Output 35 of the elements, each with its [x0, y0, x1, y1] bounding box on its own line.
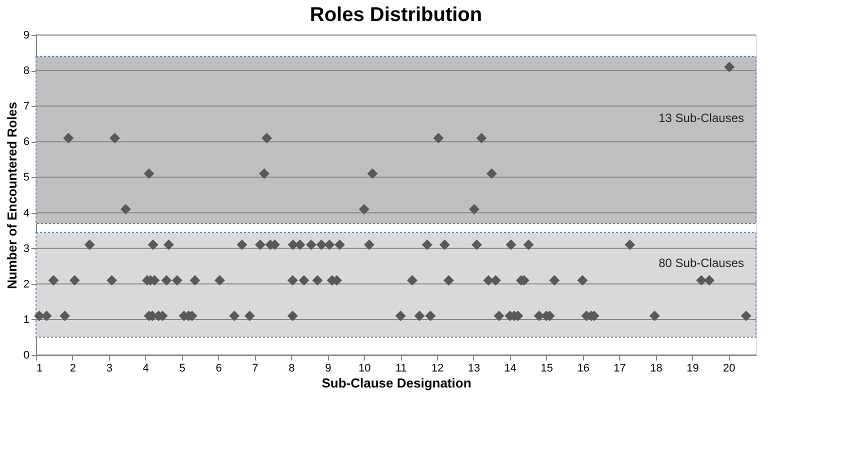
y-tick-label: 3	[23, 242, 30, 255]
x-tick-label: 2	[70, 362, 76, 374]
y-tick-label: 0	[23, 350, 30, 362]
x-tick-label: 1	[36, 362, 43, 374]
y-tick-label: 2	[23, 278, 30, 290]
band-label: 13 Sub-Clauses	[658, 110, 744, 125]
x-tick-label: 10	[358, 362, 371, 374]
x-tick-label: 9	[325, 362, 332, 374]
y-axis-title: Number of Encountered Roles	[4, 102, 20, 290]
x-tick-label: 16	[577, 362, 590, 374]
x-tick-label: 4	[142, 362, 149, 374]
x-tick-label: 17	[614, 362, 626, 374]
y-tick-label: 4	[23, 207, 30, 220]
y-tick-label: 9	[23, 30, 30, 42]
x-tick-label: 5	[179, 362, 186, 374]
x-tick-label: 20	[723, 362, 736, 374]
x-axis-title: Sub-Clause Designation	[322, 376, 472, 390]
x-tick-label: 8	[288, 362, 295, 374]
x-tick-label: 11	[395, 362, 407, 374]
y-tick-label: 6	[23, 136, 30, 148]
x-tick-label: 19	[686, 362, 699, 374]
band-label: 80 Sub-Clauses	[658, 256, 744, 270]
x-tick-label: 13	[468, 362, 480, 374]
y-tick-label: 7	[23, 100, 30, 113]
x-tick-label: 14	[504, 362, 517, 374]
x-tick-label: 15	[540, 362, 554, 374]
y-tick-label: 5	[23, 172, 30, 184]
x-tick-label: 3	[106, 362, 112, 374]
x-tick-label: 18	[650, 362, 662, 374]
x-tick-label: 12	[431, 362, 444, 374]
y-tick-label: 1	[23, 314, 30, 326]
y-tick-label: 8	[23, 65, 30, 78]
chart-title: Roles Distribution	[310, 4, 482, 26]
x-tick-label: 7	[252, 362, 258, 374]
x-tick-label: 6	[216, 362, 222, 374]
